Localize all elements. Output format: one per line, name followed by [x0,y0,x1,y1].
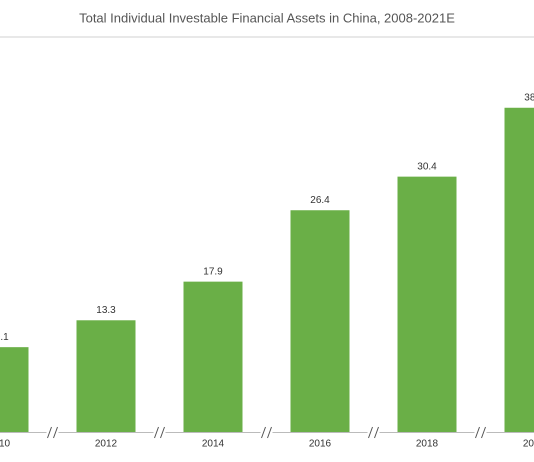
bar [504,107,534,432]
value-label: 26.4 [310,195,330,206]
axis-break [267,426,272,439]
bar [397,176,457,432]
x-tick-label: 2020 [523,439,534,450]
x-tick-label: 2016 [309,439,332,450]
value-label: 17.9 [203,266,223,277]
value-label: 30.4 [417,161,437,172]
axis-break-gap [46,429,59,437]
axis-break [47,426,52,439]
axis-break [261,426,266,439]
axis-break [154,426,159,439]
x-tick-label: 2018 [416,439,439,450]
axis-break [368,426,373,439]
axis-break [374,426,379,439]
axis-break [475,426,480,439]
axis-break-gap [153,429,166,437]
axis-break [53,426,58,439]
axis-break [481,426,486,439]
axis-break [160,426,165,439]
x-tick-label: 2010 [0,439,11,450]
x-tick-label: 2014 [202,439,225,450]
x-tick-label: 2012 [95,439,118,450]
chart-title: Total Individual Investable Financial As… [79,10,455,25]
axis-break-gap [260,429,273,437]
bar [183,281,243,432]
value-label: 38.6 [524,92,534,103]
axis-break-gap [474,429,487,437]
bar [76,320,136,432]
bar [0,347,29,432]
axis-break-gap [367,429,380,437]
value-label: 13.3 [96,305,116,316]
bar [290,210,350,432]
value-label: 10.1 [0,332,9,343]
